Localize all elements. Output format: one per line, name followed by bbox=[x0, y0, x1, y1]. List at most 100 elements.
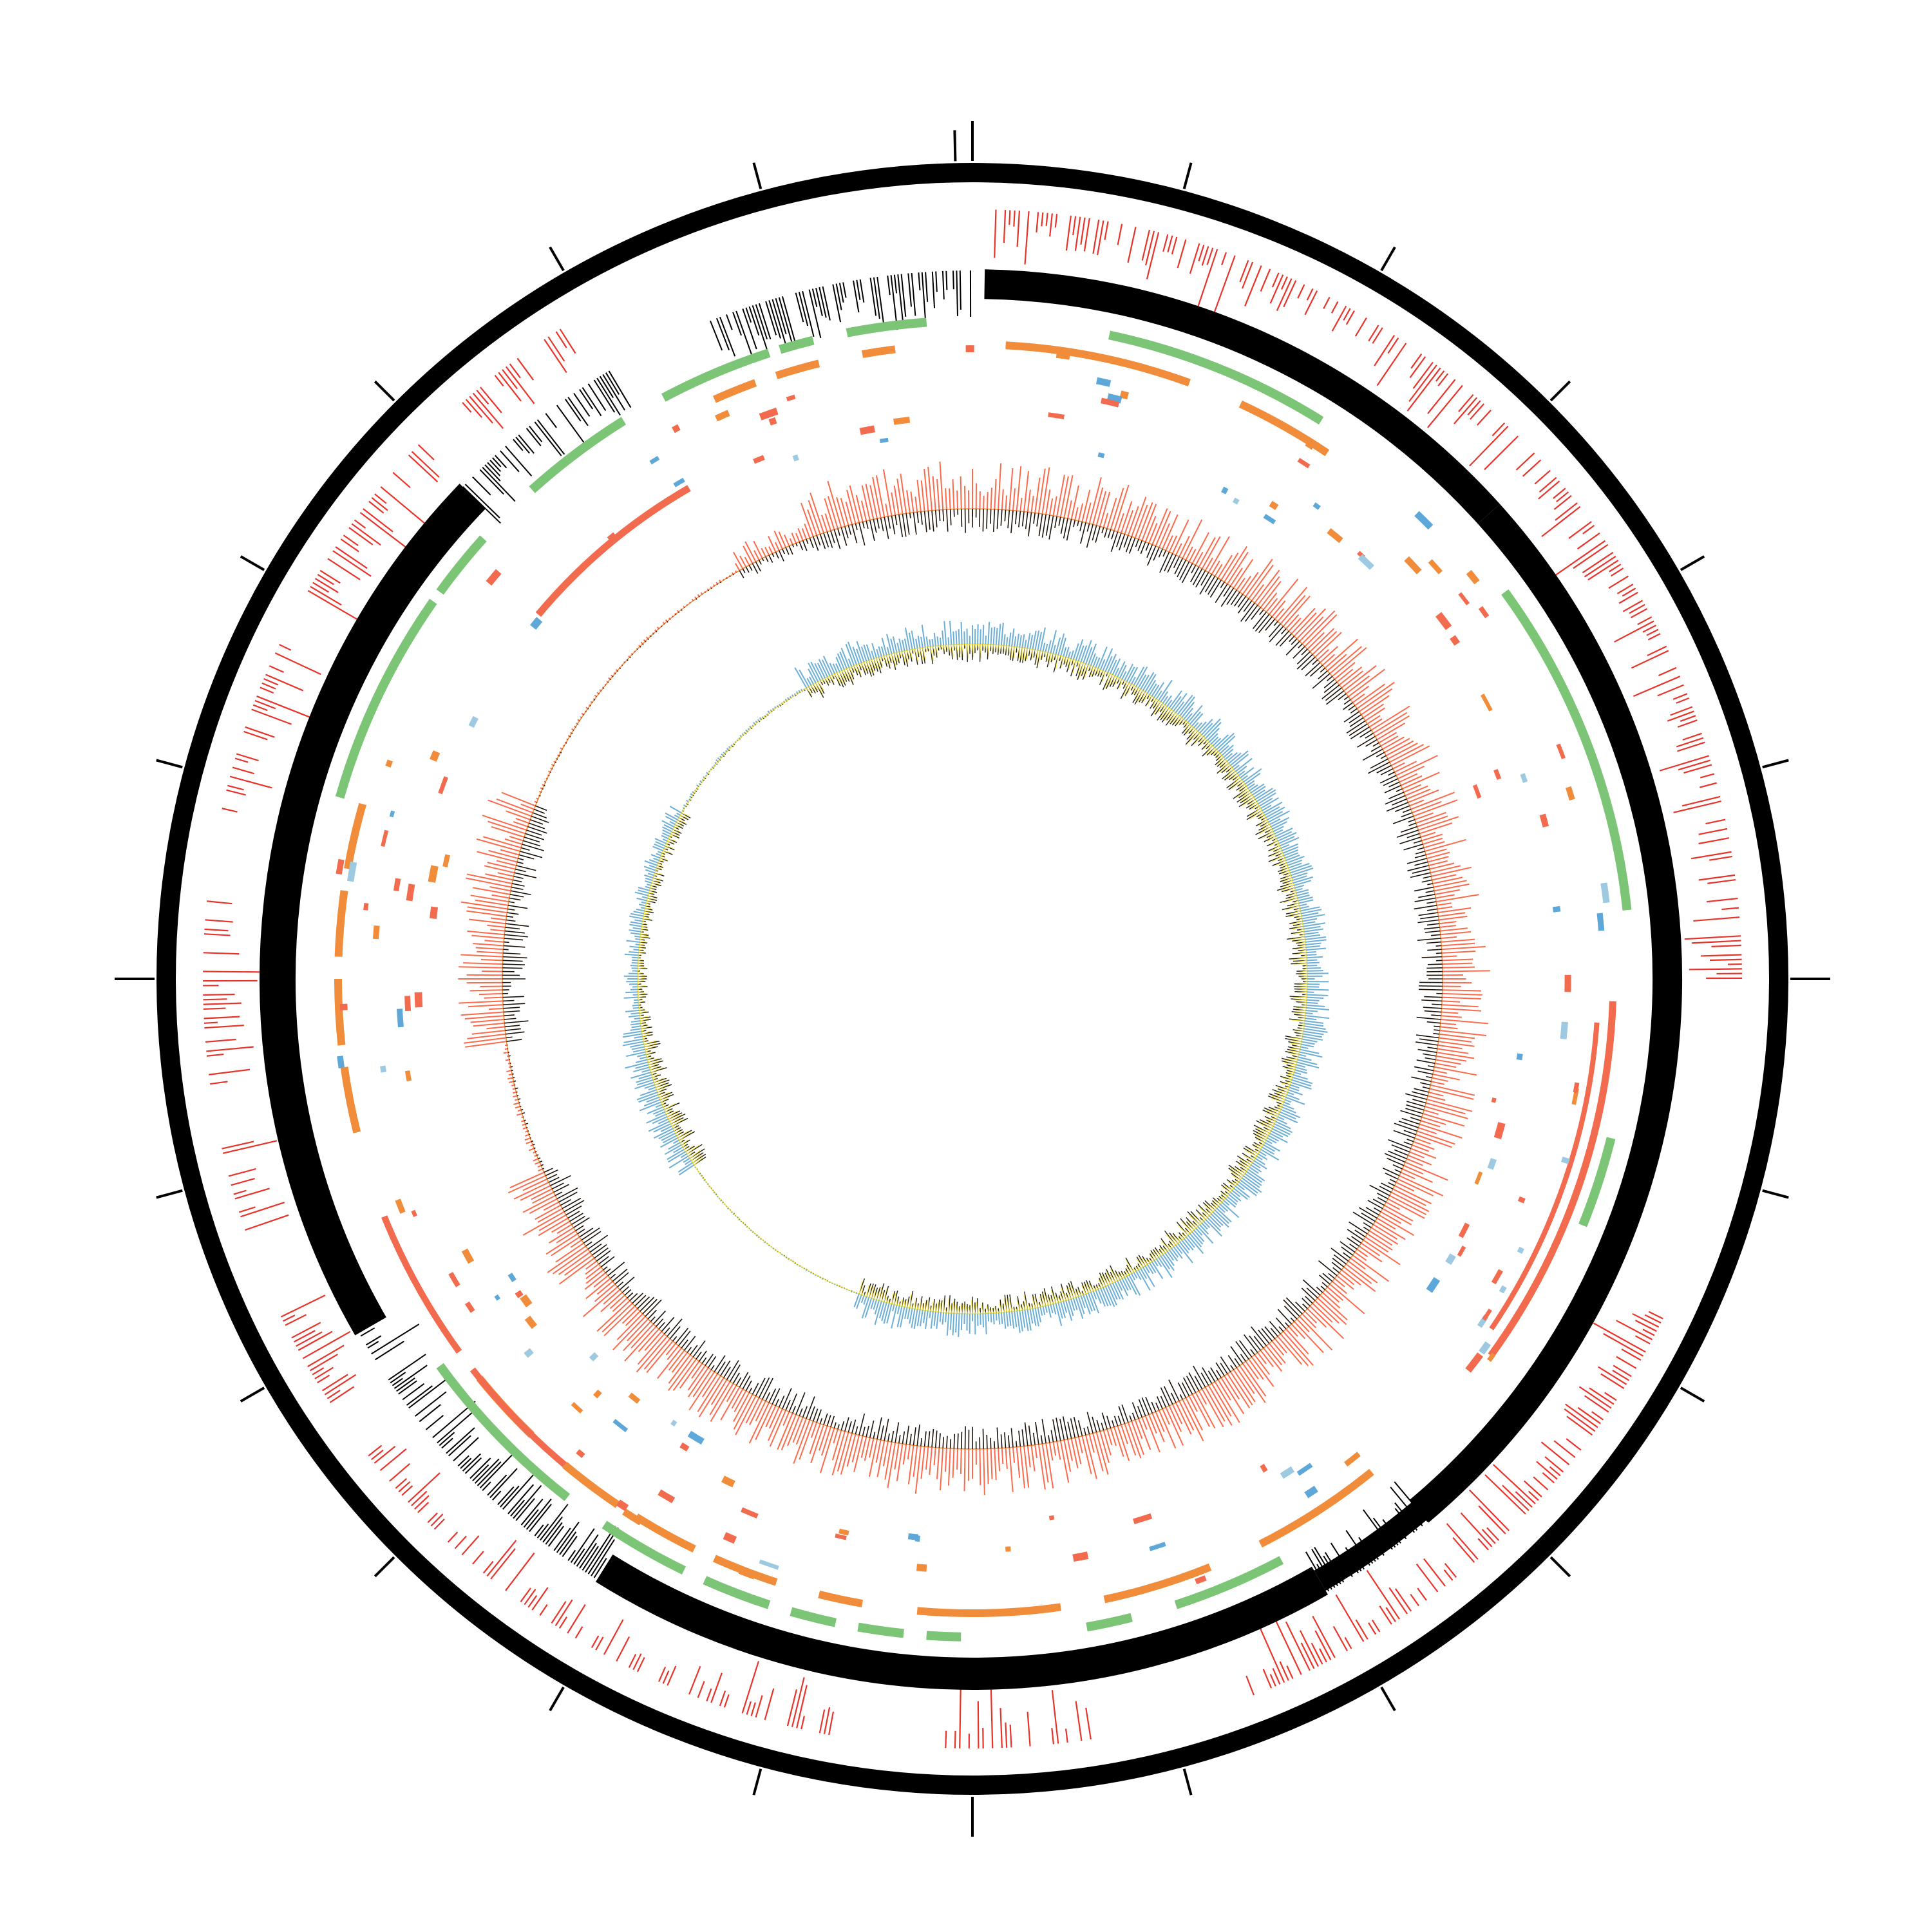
gc-content-bar bbox=[1288, 862, 1302, 869]
gc-skew-bar bbox=[676, 610, 679, 612]
gc-skew-bar bbox=[1016, 1441, 1018, 1447]
gc-content-bar bbox=[1284, 1062, 1296, 1065]
gc-content-bar bbox=[1240, 792, 1251, 802]
gc-content-bar bbox=[1137, 690, 1144, 703]
gc-content-bar bbox=[840, 1286, 842, 1288]
gc-content-bar bbox=[956, 644, 959, 657]
gc-content-bar bbox=[1123, 1273, 1128, 1276]
gc-skew-bar bbox=[537, 1208, 563, 1223]
gc-skew-bar bbox=[1239, 1365, 1266, 1403]
red-bar bbox=[1444, 1562, 1457, 1578]
black-bar bbox=[448, 1435, 471, 1457]
gc-skew-bar bbox=[1307, 1308, 1327, 1328]
feature-mark bbox=[622, 1508, 643, 1526]
black-bar bbox=[1373, 1540, 1385, 1556]
gc-skew-bar bbox=[884, 516, 889, 539]
gc-content-bar bbox=[890, 638, 895, 654]
gc-skew-bar bbox=[830, 530, 835, 544]
gc-content-bar bbox=[643, 866, 656, 871]
gc-content-bar bbox=[1303, 968, 1307, 971]
gc-content-bar bbox=[1104, 1275, 1111, 1285]
gc-content-bar bbox=[1301, 912, 1319, 917]
gc-skew-bar bbox=[1388, 781, 1400, 788]
gc-content-bar bbox=[1201, 723, 1213, 735]
gc-skew-bar bbox=[1175, 1402, 1192, 1435]
gc-skew-bar bbox=[880, 1425, 884, 1441]
gc-skew-bar bbox=[909, 1434, 912, 1445]
gc-content-bar bbox=[1068, 651, 1071, 659]
black-bar bbox=[502, 1468, 540, 1510]
red-bar bbox=[232, 766, 255, 775]
gc-skew-bar bbox=[644, 1331, 662, 1351]
gc-skew-bar bbox=[532, 1191, 554, 1204]
black-bar bbox=[795, 292, 804, 323]
gc-skew-bar bbox=[510, 1066, 513, 1068]
gc-skew-bar bbox=[1421, 1116, 1446, 1126]
gc-skew-bar bbox=[1339, 666, 1363, 686]
gc-skew-bar bbox=[1432, 1074, 1460, 1081]
gc-skew-bar bbox=[552, 1248, 589, 1274]
gc-content-bar bbox=[1214, 1209, 1229, 1224]
gc-content-bar bbox=[996, 645, 998, 651]
gc-content-bar bbox=[744, 1223, 746, 1226]
gc-content-bar bbox=[827, 676, 831, 681]
gc-skew-bar bbox=[1352, 693, 1365, 703]
gc-content-bar bbox=[813, 684, 819, 690]
red-bar bbox=[472, 1551, 484, 1565]
gc-content-bar bbox=[909, 650, 913, 659]
gc-content-bar bbox=[1155, 690, 1162, 699]
gc-skew-bar bbox=[1103, 513, 1109, 528]
gc-skew-bar bbox=[1324, 638, 1359, 668]
gc-skew-bar bbox=[745, 1397, 760, 1424]
gc-skew-bar bbox=[657, 1347, 682, 1379]
gc-skew-bar bbox=[1113, 1416, 1119, 1426]
gc-skew-bar bbox=[735, 1377, 742, 1386]
red-bar bbox=[252, 704, 268, 712]
gc-skew-bar bbox=[909, 513, 911, 518]
gc-content-bar bbox=[1152, 697, 1155, 702]
red-bar bbox=[486, 1540, 517, 1577]
gc-content-bar bbox=[914, 649, 919, 662]
gc-content-bar bbox=[1128, 667, 1139, 683]
gc-content-bar bbox=[1019, 635, 1022, 648]
gc-skew-bar bbox=[1397, 765, 1425, 780]
gc-skew-bar bbox=[1239, 576, 1252, 593]
gc-skew-bar bbox=[1125, 536, 1133, 553]
gc-content-bar bbox=[1262, 817, 1267, 821]
gc-skew-bar bbox=[1374, 1220, 1406, 1240]
gc-skew-bar bbox=[642, 1298, 658, 1314]
gc-skew-bar bbox=[668, 1356, 694, 1391]
gc-content-bar bbox=[1144, 674, 1157, 693]
gc-content-bar bbox=[639, 1101, 661, 1112]
red-bar bbox=[1379, 1605, 1392, 1625]
gc-content-bar bbox=[1014, 1311, 1018, 1327]
red-bar bbox=[1171, 236, 1178, 254]
gc-content-bar bbox=[1226, 1195, 1238, 1206]
gc-content-bar bbox=[1054, 1294, 1059, 1303]
gc-skew-bar bbox=[1018, 1430, 1021, 1447]
gc-skew-bar bbox=[765, 1405, 777, 1428]
gc-content-bar bbox=[822, 679, 826, 683]
red-bar bbox=[251, 708, 292, 725]
gc-content-bar bbox=[817, 1274, 819, 1276]
gc-skew-bar bbox=[1387, 1157, 1405, 1166]
gc-content-bar bbox=[795, 694, 797, 696]
gc-skew-bar bbox=[1260, 1350, 1274, 1367]
gc-skew-bar bbox=[1077, 503, 1084, 522]
gc-content-bar bbox=[906, 650, 911, 658]
gc-content-bar bbox=[646, 1113, 667, 1124]
gc-content-bar bbox=[1296, 960, 1307, 963]
gc-skew-bar bbox=[1005, 1448, 1008, 1469]
gc-content-bar bbox=[667, 840, 674, 843]
gc-content-bar bbox=[757, 721, 759, 723]
black-bar bbox=[1305, 1551, 1330, 1592]
gc-skew-bar bbox=[916, 1425, 920, 1446]
gc-skew-bar bbox=[1070, 1418, 1076, 1438]
gc-content-bar bbox=[745, 729, 748, 732]
black-bar bbox=[918, 272, 921, 290]
gc-content-bar bbox=[1012, 1307, 1015, 1312]
gc-content-bar bbox=[1278, 1106, 1282, 1108]
gc-content-bar bbox=[644, 874, 654, 879]
red-bar bbox=[321, 1374, 348, 1392]
gc-skew-bar bbox=[692, 1340, 706, 1358]
